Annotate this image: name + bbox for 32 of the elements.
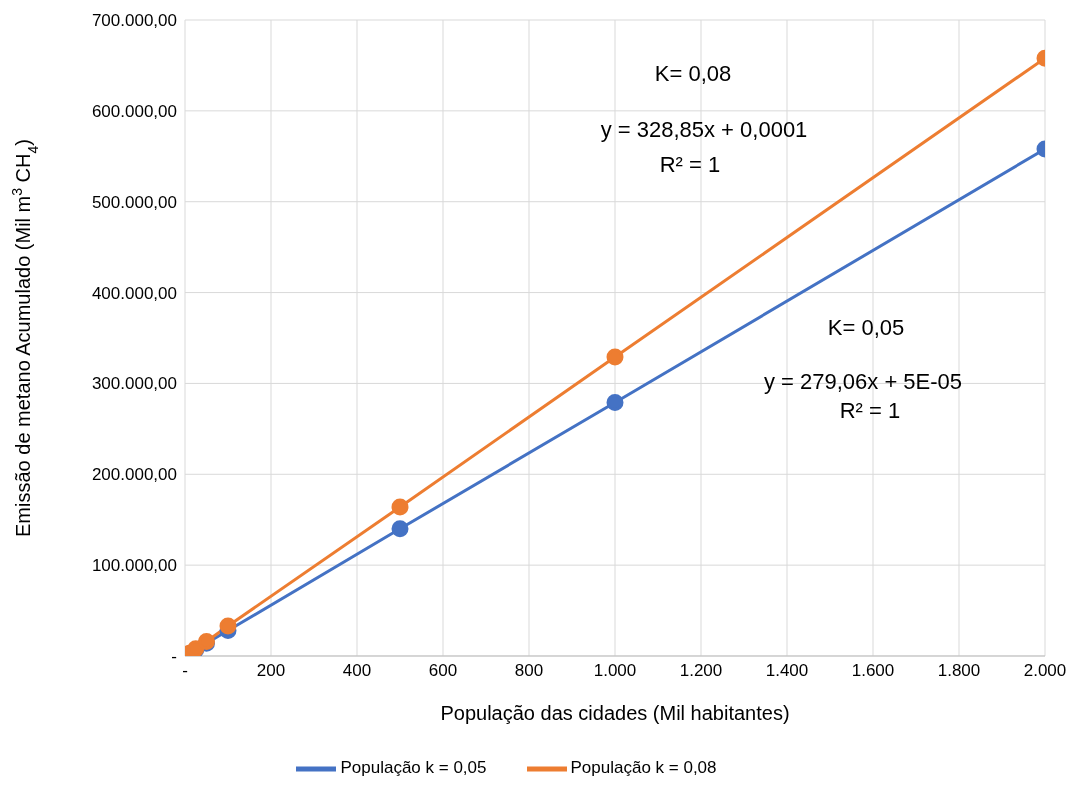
x-axis-title: População das cidades (Mil habitantes)	[440, 702, 790, 725]
point	[391, 498, 409, 516]
annotation: y = 279,06x + 5E-05	[762, 369, 964, 395]
y-tick-label: 500.000,00	[91, 192, 177, 212]
x-tick-label: 1.400	[765, 661, 809, 681]
y-tick-label: 200.000,00	[91, 465, 177, 485]
x-tick-label: 1.800	[937, 661, 981, 681]
x-tick-label: 600	[428, 661, 458, 681]
annotation: y = 328,85x + 0,0001	[599, 117, 809, 143]
x-tick-label: 2.000	[1023, 661, 1067, 681]
annotation: R² = 1	[658, 152, 722, 178]
y-tick-label: 300.000,00	[91, 374, 177, 394]
y-tick-label: 400.000,00	[91, 283, 177, 303]
point	[606, 394, 624, 412]
annotation: K= 0,08	[653, 61, 733, 87]
x-tick-label: 1.200	[679, 661, 723, 681]
y-tick-label: 100.000,00	[91, 556, 177, 576]
x-tick-label: 1.000	[593, 661, 637, 681]
y-tick-label: -	[171, 647, 177, 667]
point	[606, 348, 624, 366]
annotation: K= 0,05	[826, 315, 906, 341]
y-tick-label: 600.000,00	[91, 101, 177, 121]
legend-label: População k = 0,05	[340, 758, 487, 778]
point	[391, 520, 409, 538]
point	[219, 617, 237, 635]
legend-label: População k = 0,08	[570, 758, 717, 778]
y-tick-label: 700.000,00	[91, 11, 177, 31]
x-tick-label: 200	[256, 661, 286, 681]
annotation: R² = 1	[838, 398, 902, 424]
x-tick-label: 400	[342, 661, 372, 681]
x-tick-label: 1.600	[851, 661, 895, 681]
x-tick-label: 800	[514, 661, 544, 681]
